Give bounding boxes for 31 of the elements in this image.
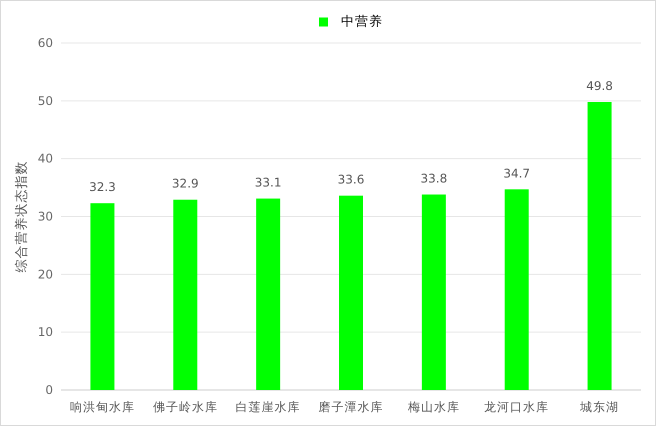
x-tick-label: 白莲崖水库 xyxy=(236,400,301,414)
y-tick-label: 60 xyxy=(38,36,53,50)
y-tick-label: 30 xyxy=(38,210,53,224)
中营养: 32.3 32.9 33.1 33.6 33.8 34.7 49.8 xyxy=(89,79,613,390)
y-axis-title: 综合营养状态指数 xyxy=(14,160,30,272)
x-tick-label: 佛子岭水库 xyxy=(152,400,218,414)
data-label: 49.8 xyxy=(586,78,613,93)
y-tick-label: 50 xyxy=(38,94,53,108)
y-tick-label: 10 xyxy=(38,325,53,340)
bar xyxy=(173,200,198,390)
x-tick-label: 龙河口水库 xyxy=(484,400,550,414)
x-tick-label: 梅山水库 xyxy=(406,400,460,414)
y-tick-label: 20 xyxy=(38,267,53,282)
x-tick-label: 响洪甸水库 xyxy=(70,400,135,414)
data-label: 33.6 xyxy=(338,172,364,187)
y-tick-label: 0 xyxy=(45,383,53,397)
bar xyxy=(90,203,114,390)
data-label: 34.7 xyxy=(503,166,530,180)
bar xyxy=(588,102,612,390)
data-label: 32.3 xyxy=(89,180,116,194)
data-label: 33.8 xyxy=(420,172,448,186)
x-tick-label: 磨子潭水库 xyxy=(318,400,384,414)
data-label: 33.1 xyxy=(254,176,282,190)
data-label: 32.9 xyxy=(172,176,199,191)
bar xyxy=(504,189,529,390)
bar xyxy=(422,194,446,390)
y-tick-label: 40 xyxy=(38,152,53,166)
x-tick-label: 城东湖 xyxy=(579,400,620,414)
bar xyxy=(339,196,363,390)
legend-label: 中营养 xyxy=(341,14,383,30)
bar xyxy=(256,198,280,390)
